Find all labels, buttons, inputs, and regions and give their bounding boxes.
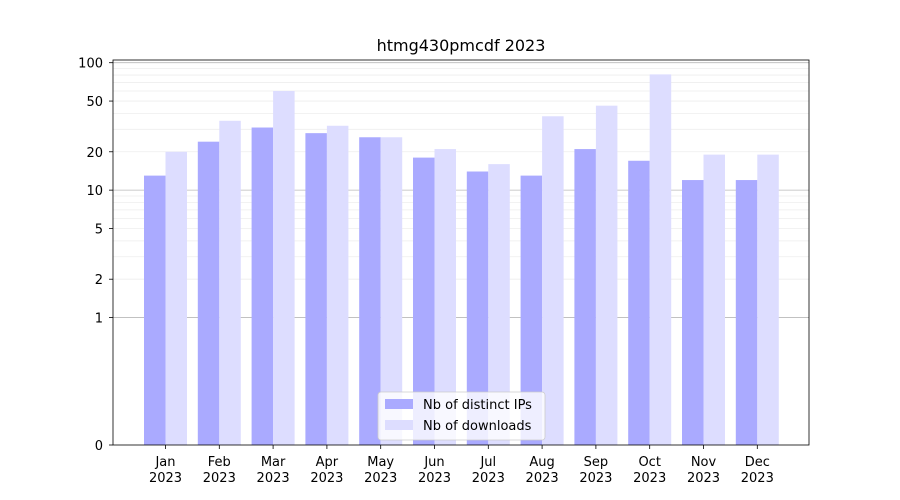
y-tick-label: 10 [86,184,103,199]
bar-distinct-ips [413,157,435,445]
x-tick-label-year: 2023 [526,471,559,486]
legend-box [377,391,546,441]
bar-downloads [542,116,564,446]
x-tick-label-year: 2023 [310,471,343,486]
bar-downloads [488,164,510,445]
bar-distinct-ips [682,180,704,445]
x-tick-label-month: Jan [154,455,175,470]
x-tick-label-year: 2023 [257,471,290,486]
x-tick-label-year: 2023 [687,471,720,486]
axes: Jan2023Feb2023Mar2023Apr2023May2023Jun20… [78,57,810,486]
legend-label: Nb of distinct IPs [423,398,532,413]
x-tick-label-month: Apr [316,455,339,470]
bar-downloads [273,90,295,445]
y-tick-label: 2 [95,273,103,288]
bar-downloads [380,137,403,445]
y-tick-label: 1 [95,312,103,327]
y-tick-label: 5 [95,222,103,237]
bar-downloads [219,120,241,445]
x-tick-label-year: 2023 [364,471,397,486]
legend-swatch [385,399,413,409]
bar-distinct-ips [305,133,327,445]
plot-frame [112,59,810,446]
x-tick-label-year: 2023 [633,471,666,486]
x-tick-label-year: 2023 [472,471,505,486]
x-tick-label-year: 2023 [741,471,774,486]
bar-distinct-ips [197,141,220,445]
x-tick-label-year: 2023 [149,471,182,486]
y-tick-label: 20 [86,146,103,161]
bar-distinct-ips [466,171,489,445]
bar-downloads [434,149,456,445]
x-tick-label-year: 2023 [418,471,451,486]
bar-distinct-ips [359,137,381,445]
x-tick-label-month: Nov [691,455,717,470]
bar-downloads [757,154,779,445]
chart-title: htmg430pmcdf 2023 [377,36,546,55]
x-tick-label-month: May [367,455,394,470]
x-tick-label-month: Sep [584,455,609,470]
x-tick-label-month: Jun [423,455,444,470]
bar-distinct-ips [520,175,543,445]
bar-downloads [703,154,725,445]
bar-downloads [595,105,618,445]
x-tick-label-year: 2023 [579,471,612,486]
y-tick-label: 0 [95,439,103,454]
bar-downloads [165,151,187,445]
bar-distinct-ips [251,127,274,445]
bar-distinct-ips [144,175,166,445]
x-tick-label-month: Oct [638,455,660,470]
bar-distinct-ips [735,180,758,445]
bars [144,74,779,446]
bar-distinct-ips [628,160,650,446]
legend-swatch [385,420,413,430]
x-tick-label-year: 2023 [203,471,236,486]
legend: Nb of distinct IPs Nb of downloads [377,391,546,441]
y-tick-label: 50 [86,95,103,110]
x-tick-label-month: Jul [479,455,496,470]
bar-downloads [326,125,349,446]
bar-distinct-ips [574,149,596,445]
legend-label: Nb of downloads [423,419,532,434]
y-tick-label: 100 [78,57,103,72]
x-tick-label-month: Feb [208,455,231,470]
x-tick-label-month: Aug [529,455,554,470]
bar-downloads [649,74,672,445]
x-tick-label-month: Mar [261,455,286,470]
x-tick-label-month: Dec [745,455,770,470]
